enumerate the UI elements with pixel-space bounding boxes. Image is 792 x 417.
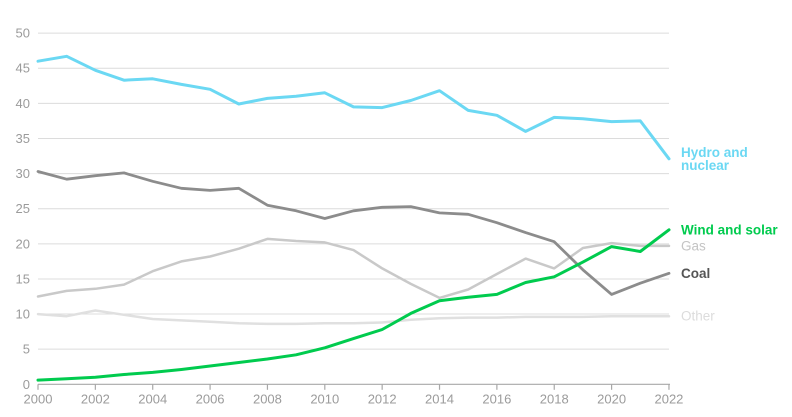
series-label-wind_solar: Wind and solar bbox=[681, 222, 778, 237]
y-tick-label: 15 bbox=[16, 271, 30, 286]
y-tick-label: 50 bbox=[16, 26, 30, 41]
y-tick-label: 10 bbox=[16, 307, 30, 322]
x-tick-label: 2010 bbox=[310, 391, 339, 406]
series-label-gas: Gas bbox=[681, 238, 706, 253]
x-tick-label: 2014 bbox=[425, 391, 454, 406]
x-tick-label: 2022 bbox=[654, 391, 683, 406]
y-tick-label: 20 bbox=[16, 236, 30, 251]
y-tick-label: 45 bbox=[16, 61, 30, 76]
series-line-wind_solar bbox=[36, 228, 671, 382]
series-line-gas bbox=[36, 237, 671, 300]
y-tick-label: 0 bbox=[23, 377, 30, 392]
series-line-other bbox=[36, 309, 671, 326]
x-tick-label: 2000 bbox=[24, 391, 53, 406]
x-tick-label: 2002 bbox=[81, 391, 110, 406]
x-tick-label: 2008 bbox=[253, 391, 282, 406]
series-label-coal: Coal bbox=[681, 266, 710, 281]
y-tick-label: 5 bbox=[23, 342, 30, 357]
x-tick-label: 2006 bbox=[196, 391, 225, 406]
x-tick-label: 2020 bbox=[597, 391, 626, 406]
x-tick-label: 2016 bbox=[482, 391, 511, 406]
series-label-hydro_nuclear: Hydro and nuclear bbox=[681, 145, 748, 173]
x-tick-label: 2012 bbox=[368, 391, 397, 406]
series-label-other: Other bbox=[681, 309, 715, 324]
series-line-hydro_nuclear bbox=[36, 54, 671, 161]
y-tick-label: 35 bbox=[16, 131, 30, 146]
y-tick-label: 30 bbox=[16, 166, 30, 181]
y-tick-label: 25 bbox=[16, 201, 30, 216]
x-tick-label: 2004 bbox=[138, 391, 167, 406]
x-tick-label: 2018 bbox=[540, 391, 569, 406]
y-tick-label: 40 bbox=[16, 96, 30, 111]
series-line-coal bbox=[36, 170, 671, 296]
